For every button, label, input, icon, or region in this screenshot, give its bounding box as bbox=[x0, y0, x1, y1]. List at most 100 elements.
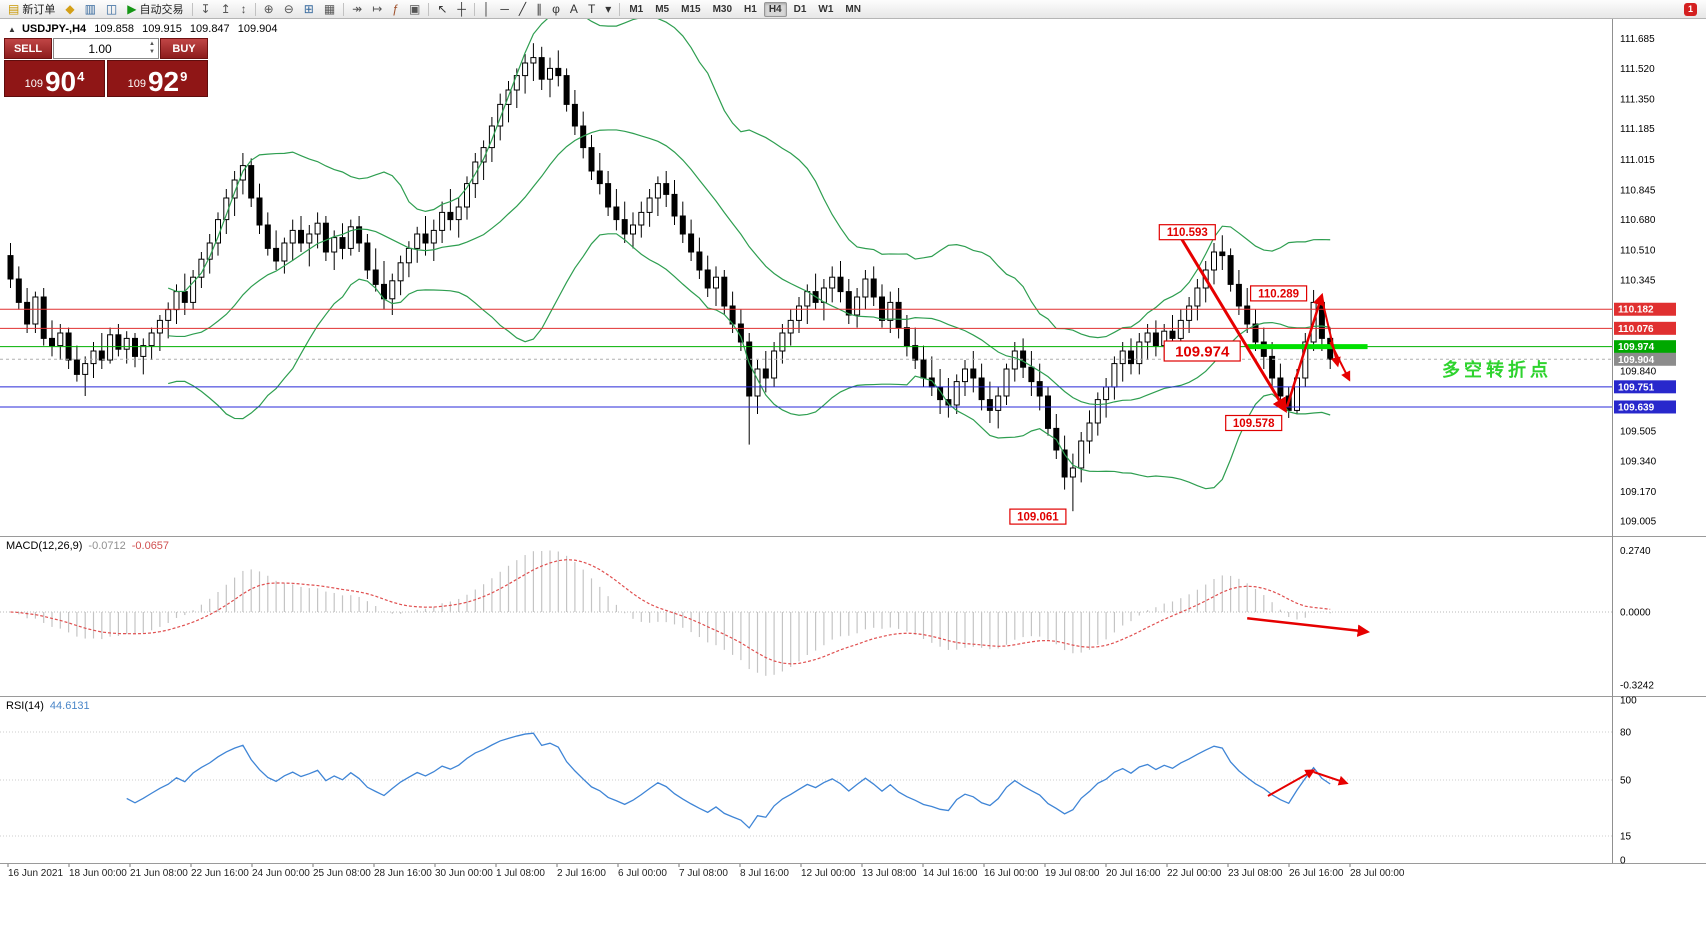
rsi-line bbox=[126, 732, 1331, 829]
arrows-dropdown-button[interactable]: ▾ bbox=[601, 1, 615, 18]
market-watch-button[interactable]: ▥ bbox=[81, 1, 100, 18]
channel-button[interactable]: ∥ bbox=[532, 1, 546, 18]
price-annotations[interactable]: 110.593 110.289 109.974 109.578 109.061 bbox=[1009, 224, 1308, 525]
toolbar-separator bbox=[254, 2, 256, 16]
toolbar-separator bbox=[428, 2, 430, 16]
horizontal-line-button[interactable]: ─ bbox=[496, 1, 513, 18]
price-axis[interactable]: 111.685 111.520 111.350 111.185 111.015 110.8… bbox=[1614, 34, 1676, 867]
sell-button[interactable]: SELL bbox=[4, 38, 52, 59]
svg-text:110.845: 110.845 bbox=[1620, 185, 1656, 196]
crosshair-button[interactable]: ┼ bbox=[453, 1, 470, 18]
trendline-button[interactable]: ╱ bbox=[515, 1, 530, 18]
svg-text:24 Jun 00:00: 24 Jun 00:00 bbox=[252, 868, 310, 879]
volume-input[interactable] bbox=[54, 40, 146, 57]
svg-text:109.751: 109.751 bbox=[1618, 382, 1655, 393]
price-annotation-box[interactable] bbox=[1009, 508, 1067, 525]
sell-price-base: 109 bbox=[24, 78, 43, 90]
svg-text:109.340: 109.340 bbox=[1620, 456, 1657, 467]
vertical-line-button[interactable]: │ bbox=[479, 1, 495, 18]
horizontal-level-lines[interactable] bbox=[0, 308, 1612, 408]
svg-text:22 Jun 16:00: 22 Jun 16:00 bbox=[191, 868, 249, 879]
svg-text:109.974: 109.974 bbox=[1618, 342, 1655, 353]
zoom-in-icon: ⊕ bbox=[263, 2, 274, 16]
dock-up-icon: ↥ bbox=[220, 2, 231, 16]
buy-button[interactable]: BUY bbox=[160, 38, 208, 59]
templates-button[interactable]: ▣ bbox=[405, 1, 424, 18]
dock-down-button[interactable]: ↧ bbox=[197, 1, 215, 18]
price-tag bbox=[1614, 400, 1676, 414]
trend-arrows[interactable] bbox=[1179, 236, 1351, 413]
price-tag bbox=[1614, 321, 1676, 335]
collapse-trade-panel-icon[interactable]: ▲ bbox=[8, 25, 16, 34]
autoscroll-button[interactable]: ↠ bbox=[348, 1, 366, 18]
svg-text:30 Jun 00:00: 30 Jun 00:00 bbox=[435, 868, 493, 879]
zoom-in-button[interactable]: ⊕ bbox=[260, 1, 278, 18]
timeframe-m5-button[interactable]: M5 bbox=[655, 3, 670, 15]
fibonacci-button[interactable]: φ bbox=[548, 1, 564, 18]
dock-cycle-button[interactable]: ↕ bbox=[237, 1, 251, 18]
quote-high: 109.915 bbox=[142, 23, 182, 35]
grid-toggle-icon: ▦ bbox=[323, 2, 336, 16]
svg-text:23 Jul 08:00: 23 Jul 08:00 bbox=[1228, 868, 1283, 879]
macd-pane[interactable] bbox=[0, 550, 1612, 676]
templates-icon: ▣ bbox=[408, 2, 421, 16]
svg-text:25 Jun 08:00: 25 Jun 08:00 bbox=[313, 868, 371, 879]
rsi-indicator-label: RSI(14) 44.6131 bbox=[6, 700, 90, 712]
time-axis[interactable]: 16 Jun 2021 18 Jun 00:00 21 Jun 08:00 22 Ju… bbox=[7, 864, 1405, 879]
dock-down-icon: ↧ bbox=[200, 2, 211, 16]
tile-windows-icon: ⊞ bbox=[303, 2, 314, 16]
zoom-out-button[interactable]: ⊖ bbox=[280, 1, 298, 18]
one-click-trading-panel: SELL ▲ ▼ BUY 109 90 4 109 92 9 bbox=[4, 38, 208, 97]
quote-close: 109.904 bbox=[237, 23, 278, 35]
indicators-button[interactable]: ƒ bbox=[388, 1, 403, 18]
timeframe-m15-button[interactable]: M15 bbox=[681, 3, 701, 15]
pane-separators[interactable] bbox=[0, 18, 1706, 864]
autotrading-button[interactable]: ▶ 自动交易 bbox=[123, 1, 187, 18]
svg-text:109.904: 109.904 bbox=[1618, 355, 1655, 366]
svg-text:2 Jul 16:00: 2 Jul 16:00 bbox=[557, 868, 606, 879]
autotrading-button-label: 自动交易 bbox=[139, 4, 184, 16]
metaeditor-icon: ◆ bbox=[65, 2, 75, 16]
notifications-icon[interactable]: 1 bbox=[1684, 2, 1697, 16]
rsi-trend-arrow[interactable] bbox=[1313, 771, 1349, 786]
chart-shift-button[interactable]: ↦ bbox=[368, 1, 386, 18]
timeframe-h1-button[interactable]: H1 bbox=[744, 3, 757, 15]
text-button[interactable]: A bbox=[566, 1, 582, 18]
svg-text:-0.3242: -0.3242 bbox=[1620, 680, 1654, 691]
metaeditor-button[interactable]: ◆ bbox=[61, 1, 78, 18]
timeframe-mn-button[interactable]: MN bbox=[845, 3, 861, 15]
sell-price-display[interactable]: 109 90 4 bbox=[4, 60, 105, 97]
volume-stepper[interactable]: ▲ ▼ bbox=[146, 41, 158, 55]
price-annotation-text: 110.593 bbox=[1167, 227, 1208, 239]
price-annotation-box[interactable] bbox=[1225, 414, 1283, 432]
label-button[interactable]: T bbox=[584, 1, 599, 18]
buy-price-display[interactable]: 109 92 9 bbox=[107, 60, 208, 97]
zoom-out-icon: ⊖ bbox=[283, 2, 294, 16]
new-order-button[interactable]: ▤ 新订单 bbox=[4, 1, 59, 18]
svg-text:109.005: 109.005 bbox=[1620, 517, 1657, 528]
timeframe-w1-button[interactable]: W1 bbox=[818, 3, 834, 15]
timeframe-h4-button[interactable]: H4 bbox=[763, 1, 787, 17]
svg-text:18 Jun 00:00: 18 Jun 00:00 bbox=[69, 868, 127, 879]
price-annotation-box[interactable] bbox=[1249, 285, 1308, 302]
grid-toggle-button[interactable]: ▦ bbox=[320, 1, 339, 18]
timeframe-d1-button[interactable]: D1 bbox=[793, 3, 807, 15]
tile-windows-button[interactable]: ⊞ bbox=[300, 1, 318, 18]
stepper-down-icon[interactable]: ▼ bbox=[149, 48, 155, 55]
navigator-button[interactable]: ◫ bbox=[102, 1, 121, 18]
price-annotation-box[interactable] bbox=[1158, 224, 1216, 241]
main-chart-pane[interactable] bbox=[0, 11, 1612, 512]
svg-text:109.639: 109.639 bbox=[1618, 402, 1655, 413]
timeframe-m30-button[interactable]: M30 bbox=[712, 3, 733, 15]
macd-trend-arrow[interactable] bbox=[1247, 617, 1371, 637]
turning-point-note[interactable]: 多空转折点 bbox=[1442, 360, 1552, 380]
cursor-button[interactable]: ↖ bbox=[433, 1, 451, 18]
rsi-trend-arrow[interactable] bbox=[1267, 769, 1316, 797]
dock-up-button[interactable]: ↥ bbox=[217, 1, 235, 18]
stepper-up-icon[interactable]: ▲ bbox=[149, 41, 155, 48]
rsi-pane[interactable] bbox=[0, 731, 1612, 837]
chart-shift-icon: ↦ bbox=[372, 2, 383, 16]
timeframe-m1-button[interactable]: M1 bbox=[629, 3, 644, 15]
price-annotation-box[interactable] bbox=[1163, 340, 1241, 362]
